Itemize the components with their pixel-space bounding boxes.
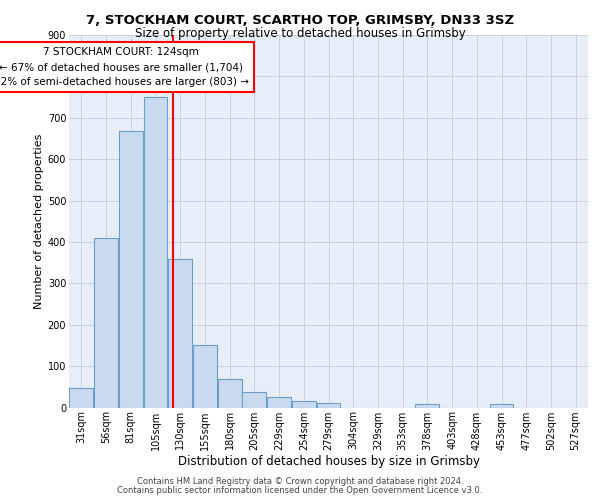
Bar [119,131,143,407]
Bar [70,388,94,407]
Y-axis label: Number of detached properties: Number of detached properties [34,134,44,309]
Text: Contains public sector information licensed under the Open Government Licence v3: Contains public sector information licen… [118,486,482,495]
Text: 7, STOCKHAM COURT, SCARTHO TOP, GRIMSBY, DN33 3SZ: 7, STOCKHAM COURT, SCARTHO TOP, GRIMSBY,… [86,14,514,27]
Bar [267,397,291,407]
Bar [143,97,167,408]
Bar [168,260,192,408]
Text: Contains HM Land Registry data © Crown copyright and database right 2024.: Contains HM Land Registry data © Crown c… [137,477,463,486]
Bar [415,404,439,407]
Bar [193,346,217,408]
Bar [218,380,242,407]
Text: Size of property relative to detached houses in Grimsby: Size of property relative to detached ho… [134,28,466,40]
Bar [317,404,340,407]
Bar [292,402,316,407]
Bar [94,238,118,408]
X-axis label: Distribution of detached houses by size in Grimsby: Distribution of detached houses by size … [178,456,479,468]
Bar [490,404,514,407]
Bar [242,392,266,407]
Text: 7 STOCKHAM COURT: 124sqm
← 67% of detached houses are smaller (1,704)
32% of sem: 7 STOCKHAM COURT: 124sqm ← 67% of detach… [0,48,248,87]
